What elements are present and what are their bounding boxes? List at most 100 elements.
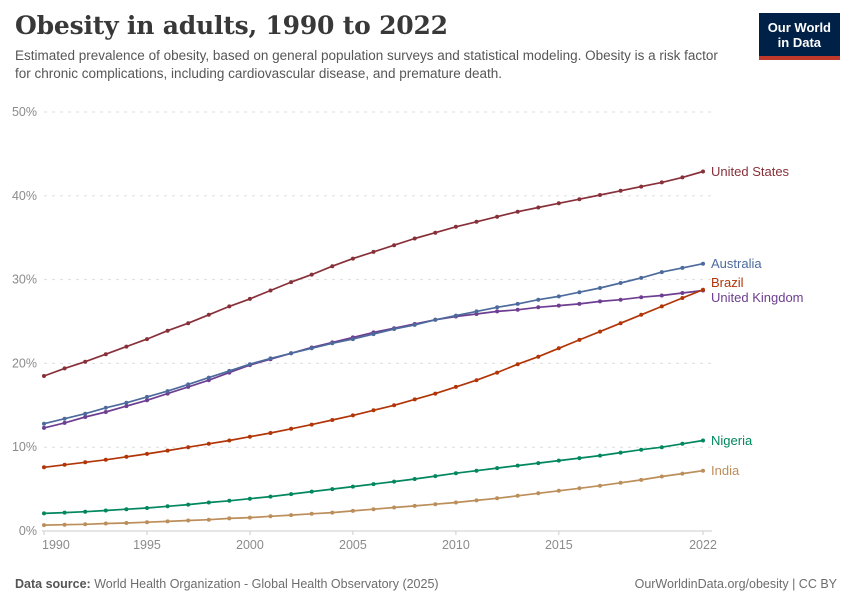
line-chart[interactable]: 0% 10% 20% 30% 40% 50% 1990 1995 2000 2005 2010 201… xyxy=(0,95,850,565)
owid-logo-line2: in Data xyxy=(777,35,822,51)
series-marker xyxy=(124,404,129,409)
series-label-australia[interactable]: Australia xyxy=(711,256,762,271)
series-line-india[interactable] xyxy=(43,469,704,526)
series-marker xyxy=(247,496,252,501)
series-marker xyxy=(268,288,273,293)
series-marker xyxy=(330,264,335,269)
footer-license-link[interactable]: OurWorldinData.org/obesity | CC BY xyxy=(634,577,837,591)
series-marker xyxy=(330,341,335,346)
series-marker xyxy=(639,184,644,189)
series-marker xyxy=(124,507,129,512)
series-marker xyxy=(289,351,294,356)
series-marker xyxy=(536,297,541,302)
chart-footer: Data source: World Health Organization -… xyxy=(15,577,837,591)
series-marker xyxy=(495,496,500,501)
series-marker xyxy=(103,410,108,414)
series-marker xyxy=(453,500,458,505)
series-label-united-states[interactable]: United States xyxy=(711,164,790,179)
series-line-nigeria[interactable] xyxy=(43,439,704,515)
series-marker xyxy=(309,489,314,494)
series-marker xyxy=(247,434,252,439)
series-marker xyxy=(659,270,664,275)
series-marker xyxy=(556,303,561,308)
series-marker xyxy=(618,480,623,485)
series-marker xyxy=(680,265,685,270)
series-marker xyxy=(701,287,705,292)
series-marker xyxy=(659,293,664,298)
series-marker xyxy=(680,296,685,300)
series-line-united-kingdom[interactable] xyxy=(43,289,704,429)
series-marker xyxy=(227,516,232,521)
chart-title: Obesity in adults, 1990 to 2022 xyxy=(15,11,448,40)
series-marker xyxy=(165,504,170,509)
series-marker xyxy=(453,384,458,389)
series-marker xyxy=(289,492,294,497)
owid-logo-line1: Our World xyxy=(767,20,831,35)
series-marker xyxy=(577,301,582,306)
y-tick-label: 30% xyxy=(12,273,37,287)
series-marker xyxy=(124,521,129,525)
series-marker xyxy=(598,299,602,304)
series-marker xyxy=(124,454,129,459)
series-marker xyxy=(495,466,500,471)
series-marker xyxy=(412,397,417,402)
series-line-australia[interactable] xyxy=(43,262,704,425)
series-marker xyxy=(103,352,108,357)
series-line-united-states[interactable] xyxy=(43,170,704,377)
series-marker xyxy=(165,519,170,524)
series-marker xyxy=(350,413,355,418)
series-marker xyxy=(556,346,561,351)
series-marker xyxy=(206,375,211,380)
x-tick-label: 2015 xyxy=(545,538,573,552)
series-marker xyxy=(392,327,397,331)
x-tick-label: 2000 xyxy=(236,538,264,552)
series-marker xyxy=(659,445,664,450)
series-marker xyxy=(556,294,561,299)
series-marker xyxy=(392,243,397,248)
series-label-brazil[interactable]: Brazil xyxy=(711,275,744,290)
series-line-brazil[interactable] xyxy=(43,288,704,469)
series-marker xyxy=(453,471,458,476)
x-tick-label: 1990 xyxy=(42,538,70,552)
series-marker xyxy=(659,180,664,185)
series-marker xyxy=(186,518,191,523)
series-marker xyxy=(433,391,438,396)
series-marker xyxy=(206,500,211,505)
series-marker xyxy=(639,275,644,280)
series-marker xyxy=(62,366,67,371)
series-marker xyxy=(165,328,170,333)
series-marker xyxy=(42,374,46,378)
series-marker xyxy=(309,272,314,277)
series-marker xyxy=(598,329,602,334)
series-marker xyxy=(474,219,479,224)
series-marker xyxy=(62,462,67,467)
series-label-united-kingdom[interactable]: United Kingdom xyxy=(711,290,804,305)
series-marker xyxy=(124,344,129,349)
series-marker xyxy=(350,508,355,513)
series-marker xyxy=(103,457,108,462)
series-marker xyxy=(145,398,149,403)
series-marker xyxy=(701,468,705,473)
chart-subtitle: Estimated prevalence of obesity, based o… xyxy=(15,47,718,82)
series-marker xyxy=(83,415,88,419)
series-marker xyxy=(453,313,458,318)
series-marker xyxy=(701,438,705,443)
series-marker xyxy=(556,488,561,493)
series-label-india[interactable]: India xyxy=(711,463,740,478)
series-marker xyxy=(83,359,88,364)
series-marker xyxy=(495,309,500,314)
series-marker xyxy=(371,482,376,487)
series-marker xyxy=(392,505,397,510)
series-marker xyxy=(412,322,417,327)
x-tick-label: 2010 xyxy=(442,538,470,552)
series-marker xyxy=(62,416,67,421)
series-marker xyxy=(124,400,129,405)
title-block: Obesity in adults, 1990 to 2022 Estimate… xyxy=(15,12,721,84)
series-label-nigeria[interactable]: Nigeria xyxy=(711,433,753,448)
series-marker xyxy=(289,513,294,518)
series-marker xyxy=(247,296,252,301)
series-marker xyxy=(350,256,355,261)
x-tick-label: 1995 xyxy=(133,538,161,552)
series-marker xyxy=(42,421,46,426)
